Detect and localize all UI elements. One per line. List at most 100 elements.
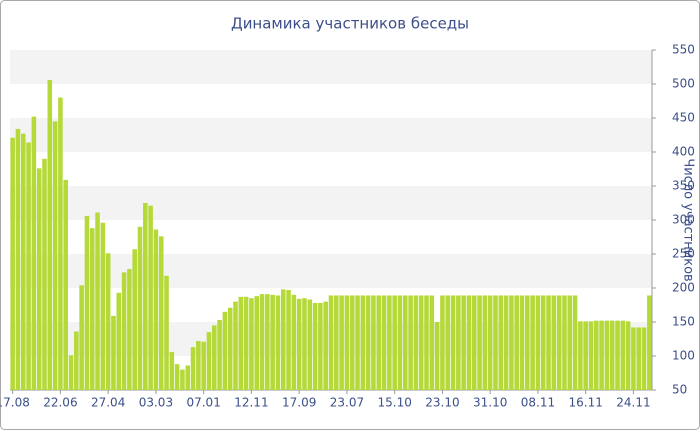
bar	[42, 158, 47, 390]
x-tick-label: 27.04	[91, 396, 125, 410]
bar	[206, 332, 212, 390]
bar	[525, 295, 530, 390]
bar	[164, 275, 169, 390]
bar	[116, 292, 122, 390]
x-tick-label: 03.03	[139, 396, 173, 410]
bar	[625, 321, 631, 390]
bar	[121, 272, 127, 390]
x-tick-label: 17.09	[282, 396, 316, 410]
bar	[243, 296, 249, 390]
bar	[365, 295, 371, 390]
bar	[185, 365, 191, 390]
bar	[424, 295, 429, 390]
bar	[127, 268, 132, 390]
bar	[583, 321, 588, 390]
bar	[63, 179, 68, 390]
bar	[599, 320, 604, 390]
bar	[609, 320, 615, 390]
bar	[413, 295, 419, 390]
bar	[519, 295, 525, 390]
bar	[26, 142, 31, 390]
bar	[52, 121, 58, 391]
bar	[153, 229, 159, 390]
x-tick-label: 16.11	[568, 396, 602, 410]
grid-band	[10, 118, 652, 152]
bar	[487, 295, 493, 390]
y-axis-label: Число участников	[681, 158, 696, 281]
x-tick-label: 12.11	[234, 396, 268, 410]
x-tick-label: 07.01	[186, 396, 220, 410]
bar	[318, 302, 323, 390]
y-tick-label: 400	[672, 145, 695, 159]
bar	[381, 295, 387, 390]
bar	[498, 295, 504, 390]
bar	[456, 295, 461, 390]
bar	[604, 320, 610, 390]
bar	[556, 295, 562, 390]
bar	[530, 295, 535, 390]
y-tick-label: 100	[672, 349, 695, 363]
bar	[482, 295, 488, 390]
bar	[567, 295, 573, 390]
x-tick-label: 17.08	[0, 396, 30, 410]
bar	[631, 327, 636, 390]
bar	[471, 295, 477, 390]
bar	[540, 295, 546, 390]
bar	[376, 295, 382, 390]
bar	[445, 295, 451, 390]
bar	[275, 295, 281, 390]
bar	[493, 295, 498, 390]
bar	[190, 347, 196, 390]
bar	[15, 128, 21, 390]
bar	[328, 295, 334, 390]
bar	[418, 295, 424, 390]
bar	[233, 301, 238, 390]
bar	[349, 295, 355, 390]
y-tick-label: 300	[672, 213, 695, 227]
y-tick-label: 500	[672, 77, 695, 91]
bar	[397, 295, 403, 390]
bar	[355, 295, 360, 390]
bar	[440, 295, 445, 390]
bar	[68, 355, 74, 390]
bar	[286, 290, 291, 390]
bar	[392, 295, 397, 390]
bar	[36, 168, 42, 390]
bar	[387, 295, 392, 390]
bar	[201, 341, 206, 390]
bar	[641, 327, 647, 390]
bar	[95, 212, 100, 390]
y-tick-label: 550	[672, 43, 695, 57]
bar	[137, 226, 143, 390]
bar	[105, 253, 111, 390]
x-tick-label: 15.10	[377, 396, 411, 410]
bar	[312, 302, 318, 390]
bar	[371, 295, 376, 390]
bar	[20, 133, 26, 390]
bar	[450, 295, 456, 390]
bar	[339, 295, 344, 390]
bar	[514, 295, 519, 390]
bar	[196, 341, 201, 390]
bar	[132, 249, 137, 390]
x-tick-label: 23.07	[330, 396, 364, 410]
bar	[47, 79, 53, 391]
bar	[10, 137, 15, 390]
bar	[302, 298, 307, 390]
bar	[222, 311, 228, 390]
bar	[111, 315, 116, 390]
chart-title: Динамика участников беседы	[231, 15, 469, 33]
bar	[58, 97, 63, 390]
bar	[249, 298, 254, 390]
bar	[238, 296, 244, 390]
bar	[535, 295, 541, 390]
grid-band	[10, 186, 652, 220]
bar	[620, 320, 626, 390]
y-tick-label: 200	[672, 281, 695, 295]
bar	[572, 295, 578, 390]
bar	[562, 295, 567, 390]
bar	[259, 294, 265, 390]
bar	[180, 369, 185, 390]
bar	[31, 116, 37, 390]
bar	[270, 294, 275, 390]
